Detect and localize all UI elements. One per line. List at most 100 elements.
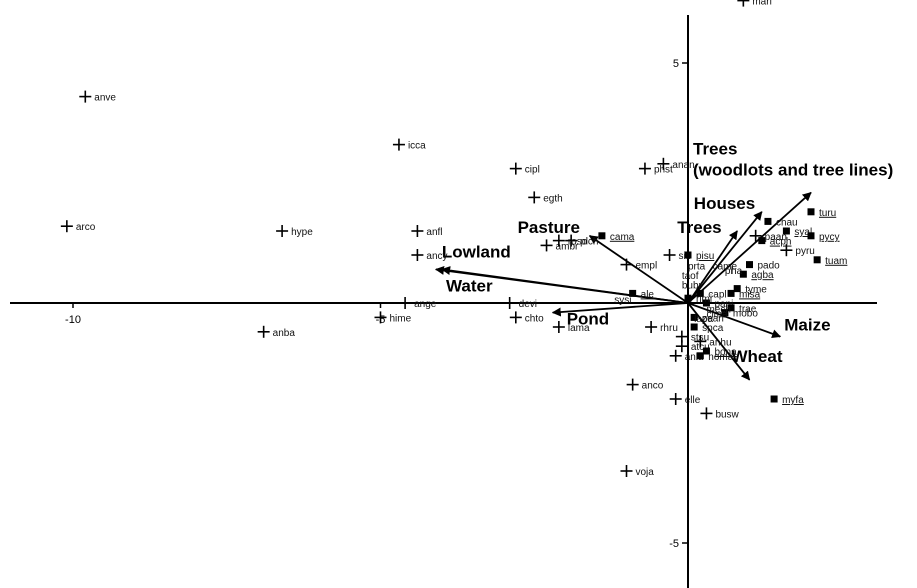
square-marker [690, 313, 698, 321]
species-point: pycy [807, 232, 840, 243]
species-label: anve [94, 93, 116, 104]
species-point: anco [626, 378, 664, 392]
species-label: elle [685, 395, 701, 406]
species-label: rimi [696, 294, 712, 305]
species-point: agba [739, 270, 774, 281]
species-label: arco [76, 222, 96, 233]
species-label: cipl [525, 165, 540, 176]
species-label: pycy [819, 232, 840, 243]
species-point: anba [257, 325, 296, 339]
species-label: chto [525, 313, 544, 324]
species-point: anve [79, 90, 116, 104]
square-marker [702, 347, 710, 355]
species-label: tuam [825, 256, 847, 267]
species-label: devi [519, 299, 537, 310]
species-label: empl [636, 261, 658, 272]
species-point: ambr [540, 239, 579, 252]
species-label: anhu [709, 337, 731, 348]
species-point: acph [758, 237, 791, 248]
species-label: lama [568, 323, 590, 334]
species-label: anba [273, 328, 296, 339]
vector-arrow-water [441, 266, 689, 304]
species-label: tyme [745, 285, 767, 296]
species-label: bona [714, 347, 737, 358]
vector-label-water: Water [446, 276, 493, 295]
species-point: spca [690, 323, 724, 334]
species-point: anlu [669, 349, 704, 363]
species-label: mobo [733, 309, 758, 320]
square-marker [721, 309, 729, 317]
species-point: hype [276, 225, 313, 238]
square-marker [727, 304, 735, 312]
square-marker [739, 270, 747, 278]
cluster-species-label: lapa [694, 314, 713, 325]
species-label: phst [654, 165, 673, 176]
species-point: voja [620, 465, 654, 478]
species-point: pani [702, 299, 733, 310]
species-label: pado [758, 261, 781, 272]
species-label: pyru [795, 246, 814, 257]
species-point: lama [552, 321, 590, 334]
square-marker [782, 227, 790, 235]
species-label: hype [291, 227, 313, 238]
species-label: cama [610, 232, 635, 243]
species-label: ambr [556, 241, 579, 252]
species-point: rimi [684, 294, 712, 305]
species-point: egth [528, 191, 563, 204]
species-label: zean [702, 313, 724, 324]
vector-arrow-houses [687, 211, 763, 304]
vector-label-pond: Pond [567, 310, 610, 329]
vector-arrow-trees [687, 230, 738, 304]
vector-arrow-trees-woodlots-and-tree-lines [687, 191, 812, 304]
vector-arrow-maize [687, 302, 782, 339]
species-label: paan [765, 232, 787, 243]
square-marker [690, 323, 698, 331]
species-point: anfl [411, 225, 443, 238]
species-point: misa [727, 289, 761, 300]
square-marker [733, 285, 741, 293]
species-points: mari anve icca cipl phst anan egth arco hype anfl… [60, 0, 847, 478]
environmental-vectors: Trees (woodlots and tree lines) Houses Tree… [434, 140, 893, 381]
vector-label-lowland: Lowland [442, 242, 511, 261]
species-point: devi [503, 297, 537, 310]
species-point: turu [807, 208, 836, 219]
species-point: hime [374, 311, 412, 324]
species-label: chau [776, 217, 798, 228]
species-point: plch [565, 234, 599, 248]
species-label: atcu [691, 342, 710, 353]
vector-label-trees-woodlots-and-tree-lines: Trees (woodlots and tree lines) [693, 140, 893, 180]
species-label: egth [543, 193, 562, 204]
species-label: ange [414, 299, 437, 310]
square-marker [684, 251, 692, 259]
species-point: mari [737, 0, 772, 8]
species-label: turu [819, 208, 836, 219]
square-marker [758, 237, 766, 245]
vector-arrow-pasture [588, 235, 689, 304]
species-point: roso [552, 234, 588, 248]
species-label: mari [752, 0, 771, 8]
species-label: anfl [426, 227, 442, 238]
species-point: anan [657, 157, 695, 171]
species-label: anlu [685, 352, 704, 363]
vector-label-wheat: Wheat [732, 347, 783, 366]
species-point: rhru [645, 321, 678, 334]
y-tick-label: -5 [669, 538, 679, 550]
species-label: pani [714, 299, 733, 310]
vector-label-houses: Houses [694, 194, 755, 213]
species-point: mobo [721, 309, 758, 320]
x-tick-label: -10 [65, 314, 81, 326]
cluster-species-label: came [713, 261, 738, 272]
square-marker [813, 256, 821, 264]
square-marker [598, 232, 606, 240]
cluster-species-label: mech [706, 305, 730, 316]
y-tick-label: 5 [673, 58, 679, 70]
species-label: myfa [782, 395, 804, 406]
species-label: misa [739, 289, 761, 300]
cluster-species-label: pi [725, 266, 733, 277]
species-label: acph [770, 237, 792, 248]
species-label: ale [641, 289, 655, 300]
species-point: syal [782, 227, 812, 238]
square-marker [727, 289, 735, 297]
species-point: anhu [694, 335, 732, 348]
